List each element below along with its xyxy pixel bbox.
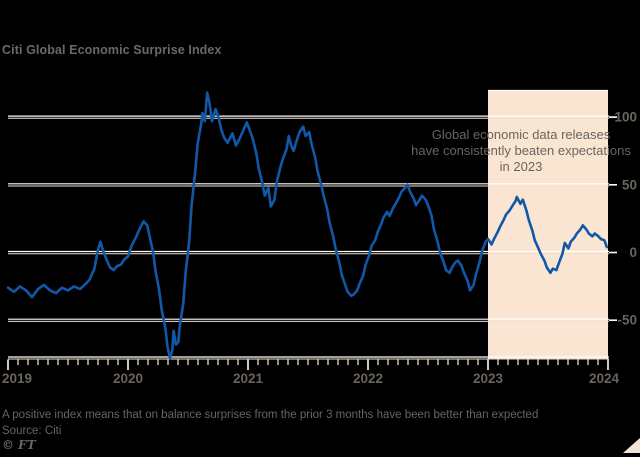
index-line (6, 91, 609, 360)
x-axis-label: 2024 (589, 371, 620, 386)
y-axis-label: 100 (614, 110, 637, 125)
source-text: Source: Citi (2, 425, 62, 437)
annotation-line: in 2023 (499, 159, 543, 174)
x-axis-label: 2020 (113, 371, 143, 386)
y-axis-label: -50 (617, 313, 637, 328)
x-axis-label: 2021 (233, 371, 264, 386)
ft-credit: © FT (2, 438, 36, 452)
y-axis-label: 50 (622, 177, 637, 192)
resize-grip-icon[interactable] (623, 438, 640, 453)
x-axis-label: 2022 (353, 371, 383, 386)
x-axis-label: 2019 (2, 371, 32, 386)
highlight-region-2023 (488, 91, 608, 359)
x-axis-label: 2023 (473, 371, 504, 386)
chart-annotation: Global economic data releases have consi… (396, 127, 640, 175)
chart-title: Citi Global Economic Surprise Index (2, 43, 222, 57)
annotation-line: have consistently beaten expectations (411, 143, 631, 158)
y-axis-label: 0 (629, 245, 637, 260)
annotation-line: Global economic data releases (431, 127, 611, 142)
footnote-text: A positive index means that on balance s… (2, 409, 539, 421)
